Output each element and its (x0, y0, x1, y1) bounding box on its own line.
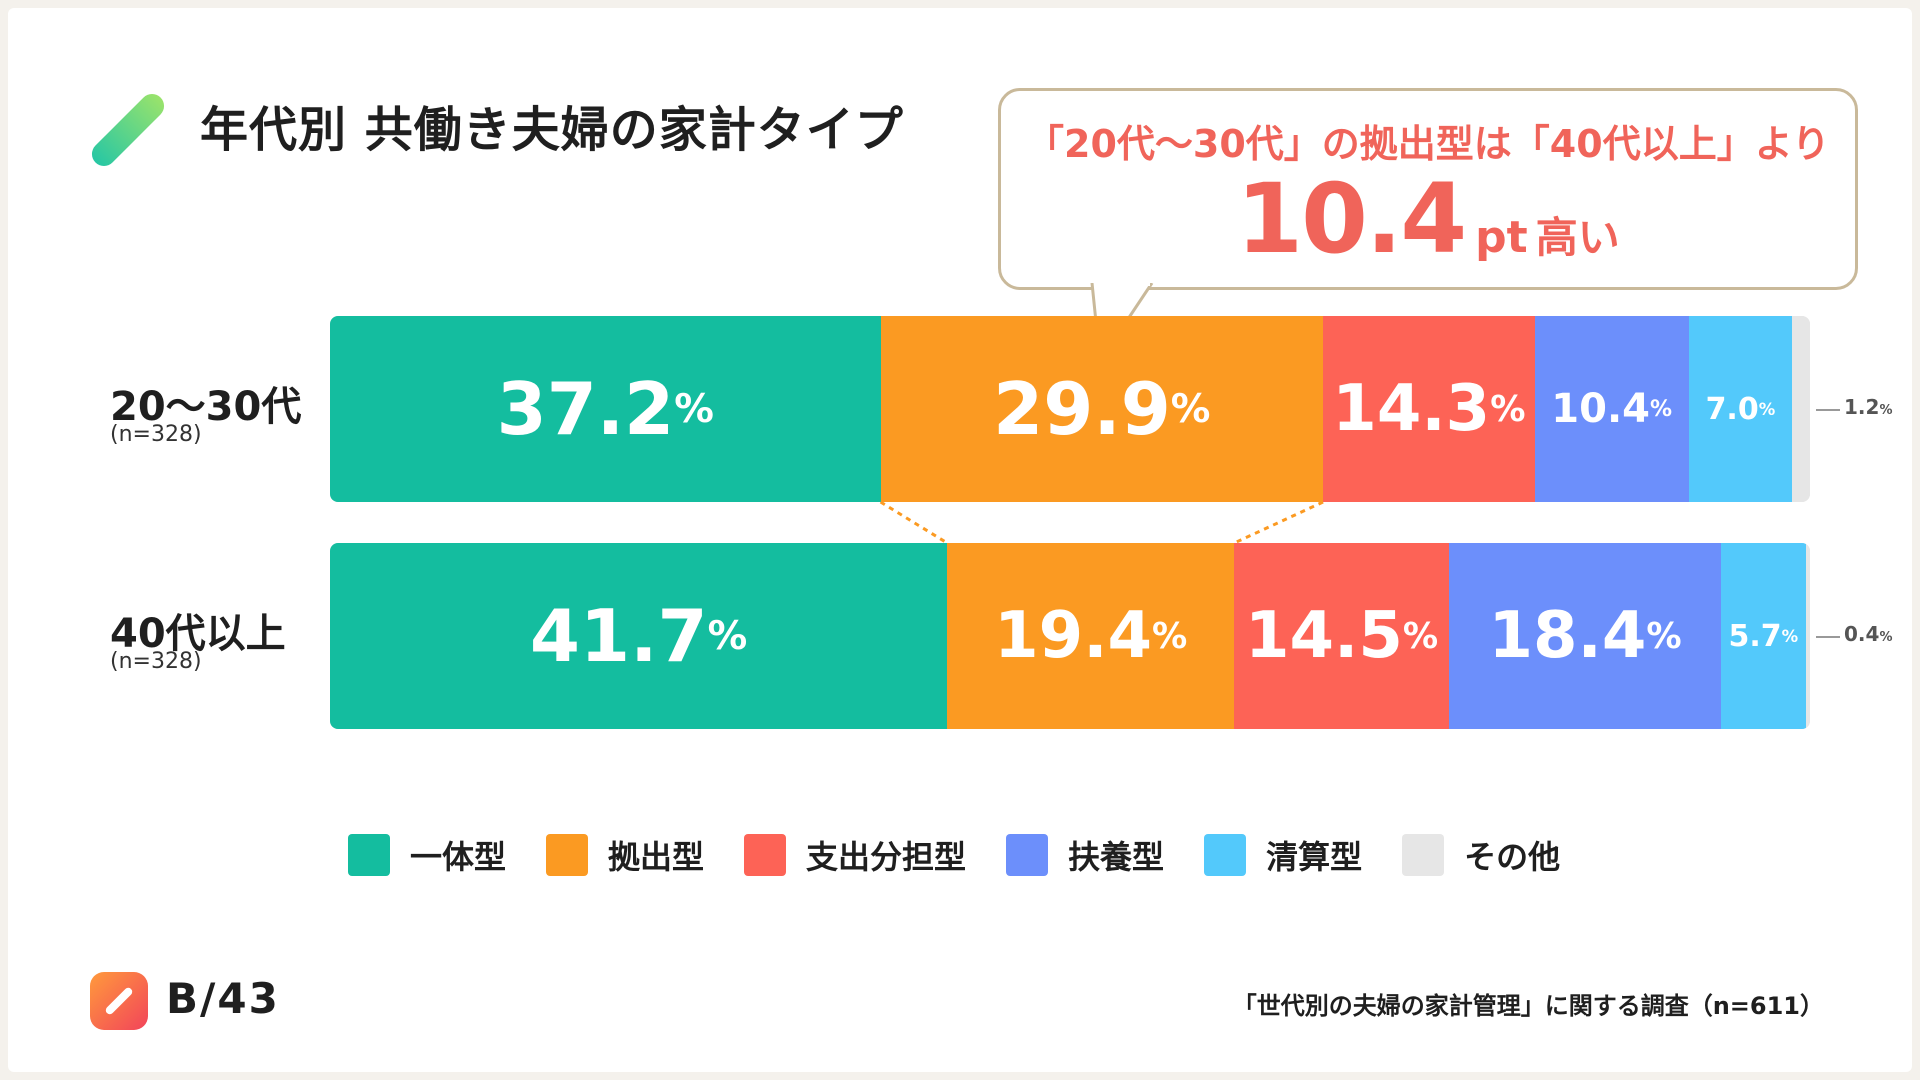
data-label-unit: % (1170, 386, 1211, 432)
row-sample-size: (n=328) (110, 422, 202, 447)
callout-text: 「20代〜30代」の拠出型は「40代以上」より (1026, 122, 1830, 166)
row-label: 40代以上 (110, 611, 286, 657)
legend-item: 一体型 (348, 832, 506, 878)
legend-label: 一体型 (410, 838, 507, 876)
data-label: 37.2 (496, 367, 675, 451)
data-label-unit: % (1402, 615, 1439, 657)
callout-value: 10.4 (1236, 163, 1467, 275)
connector-line (1233, 500, 1324, 545)
bar-segment: 19.4% (947, 543, 1235, 729)
row-label: 20〜30代 (110, 384, 302, 430)
bar-segment: 7.0% (1688, 316, 1793, 502)
legend-item: 清算型 (1204, 832, 1362, 878)
label-leader-line (1816, 636, 1840, 638)
bar-segment: 5.7% (1721, 543, 1806, 729)
data-label-external: 1.2% (1844, 395, 1893, 419)
legend-swatch (744, 834, 787, 876)
page-number: B/43 (166, 974, 280, 1023)
stacked-bar: 37.2% 29.9% 14.3% 10.4% 7.0% (330, 316, 1810, 502)
legend-swatch (1204, 834, 1247, 876)
data-label: 5.7 (1728, 618, 1782, 654)
data-label-unit: % (1781, 626, 1799, 646)
label-leader-line (1816, 409, 1840, 411)
bar-segment: 41.7% (330, 543, 948, 729)
legend-label: 清算型 (1266, 838, 1363, 876)
logo-icon (90, 972, 148, 1030)
legend-item: 拠出型 (546, 832, 704, 878)
legend-label: 扶養型 (1068, 838, 1165, 876)
legend-swatch (1402, 834, 1445, 876)
data-label: 29.9 (993, 367, 1171, 451)
row-sample-size: (n=328) (110, 649, 202, 674)
data-label-external: 0.4% (1844, 622, 1893, 646)
data-label: 7.0 (1705, 391, 1759, 427)
stacked-bar: 41.7% 19.4% 14.5% 18.4% 5.7% (330, 543, 1810, 729)
callout-unit: pt (1475, 212, 1528, 263)
legend-label: その他 (1464, 838, 1561, 876)
legend-item: 扶養型 (1006, 832, 1164, 878)
bar-segment: 14.3% (1323, 316, 1535, 502)
callout-box: 「20代〜30代」の拠出型は「40代以上」より 10.4 pt 高い (998, 88, 1858, 290)
bar-segment: 29.9% (880, 316, 1324, 502)
callout-suffix: 高い (1535, 213, 1620, 262)
data-label-unit: % (1646, 615, 1682, 657)
bar-segment: 37.2% (330, 316, 881, 502)
data-label: 14.5 (1244, 599, 1403, 673)
connector-line (879, 500, 948, 545)
bar-segment (1792, 316, 1810, 502)
data-label-unit: % (1152, 615, 1188, 657)
legend-item: その他 (1402, 832, 1560, 878)
legend-item: 支出分担型 (744, 832, 966, 878)
legend-swatch (546, 834, 589, 876)
data-label-unit: % (707, 613, 748, 659)
legend-swatch (1006, 834, 1049, 876)
data-label-unit: % (674, 386, 714, 432)
page-title: 年代別 共働き夫婦の家計タイプ (200, 102, 904, 158)
legend-swatch (348, 834, 390, 876)
source-note: 「世代別の夫婦の家計管理」に関する調査（n=611） (1232, 992, 1824, 1020)
data-label-unit: % (1758, 399, 1776, 419)
data-label-unit: % (1650, 396, 1673, 422)
data-label: 18.4 (1488, 599, 1647, 673)
data-label-unit: % (1490, 388, 1526, 430)
data-label: 19.4 (994, 599, 1153, 673)
bar-segment: 18.4% (1448, 543, 1722, 729)
legend-label: 拠出型 (608, 838, 705, 876)
data-label: 10.4 (1551, 386, 1650, 432)
callout-highlight: 10.4 pt 高い (1001, 163, 1855, 275)
bar-segment: 10.4% (1534, 316, 1689, 502)
legend: 一体型 拠出型 支出分担型 扶養型 清算型 その他 (348, 832, 1600, 878)
bar-segment: 14.5% (1234, 543, 1449, 729)
bar-segment (1805, 543, 1810, 729)
data-label: 14.3 (1332, 372, 1491, 446)
data-label: 41.7 (529, 594, 708, 678)
legend-label: 支出分担型 (806, 838, 967, 876)
